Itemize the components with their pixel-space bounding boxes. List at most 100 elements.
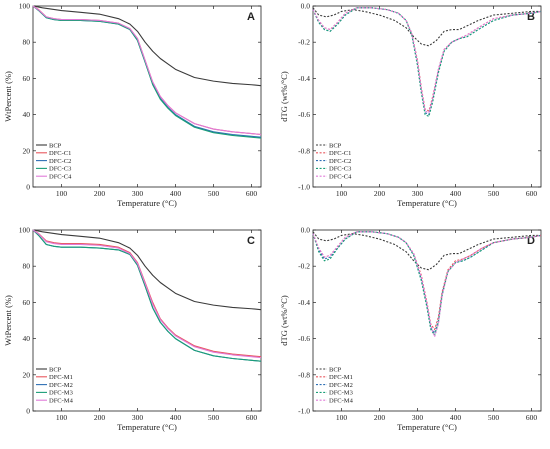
chart-panel-b: 100 200 300 400 500 600 -1.0 -0.8 -0.6 -0.4 -0.2 0.…: [279, 2, 542, 208]
y-tick-label: 40: [23, 110, 31, 119]
series-line-dfc-m2: [312, 231, 542, 334]
legend-entry: BCP: [329, 142, 342, 149]
series-line-dfc-m1: [312, 231, 542, 331]
series-line-bcp: [312, 231, 541, 271]
chart-panel-c: 100 200 300 400 500 600 0 20 40 60 80 100 Temperatur…: [3, 226, 262, 432]
legend-entry: DFC-C2: [329, 158, 351, 165]
panel-label: C: [247, 235, 255, 247]
plot-frame: [32, 229, 262, 412]
series-line-dfc-c4: [312, 7, 542, 114]
x-tick-label: 300: [132, 413, 144, 422]
series-line-bcp: [32, 5, 262, 87]
x-tick-label: 100: [56, 189, 68, 198]
y-axis-title: dTG (wt%/°C): [279, 71, 289, 122]
x-tick-label: 600: [526, 189, 538, 198]
legend-entry: DFC-M3: [329, 390, 353, 397]
legend-entry: DFC-C3: [329, 166, 351, 173]
legend-entry: DFC-M2: [329, 382, 353, 389]
x-tick-label: 400: [170, 189, 182, 198]
legend-entry: DFC-M1: [329, 374, 353, 381]
y-tick-label: 20: [23, 370, 31, 379]
y-axis-title: WtPercent (%): [3, 71, 13, 122]
legend-entry: DFC-M4: [329, 398, 354, 405]
x-tick-label: 100: [336, 189, 348, 198]
y-axis-title: dTG (wt%/°C): [279, 295, 289, 346]
y-tick-label: 40: [23, 334, 31, 343]
x-tick-label: 100: [336, 413, 348, 422]
x-tick-label: 300: [412, 189, 424, 198]
legend-entry: BCP: [329, 366, 342, 373]
y-tick-label: 80: [23, 262, 31, 271]
y-tick-label: 0.0: [301, 226, 311, 235]
legend-entry: DFC-M1: [49, 374, 73, 381]
plot-frame: [312, 229, 542, 412]
series-line-dfc-c2: [312, 7, 542, 116]
legend-entry: DFC-C4: [329, 174, 352, 181]
x-tick-label: 200: [94, 189, 106, 198]
x-tick-label: 500: [488, 413, 500, 422]
y-tick-label: -0.6: [298, 110, 310, 119]
x-tick-label: 400: [170, 413, 182, 422]
x-tick-label: 100: [56, 413, 68, 422]
series-line-dfc-m3: [312, 231, 542, 336]
plot-frame: [32, 5, 262, 188]
legend-entry: DFC-C3: [49, 166, 71, 173]
y-tick-label: -1.0: [298, 183, 310, 192]
y-tick-label: 0.0: [301, 2, 311, 11]
y-tick-label: -0.4: [298, 298, 310, 307]
x-tick-label: 500: [208, 413, 220, 422]
series-line-bcp: [312, 7, 541, 47]
x-tick-label: 200: [94, 413, 106, 422]
x-tick-label: 200: [374, 413, 386, 422]
y-tick-label: -0.4: [298, 74, 310, 83]
x-tick-label: 300: [132, 189, 144, 198]
panel-label: A: [247, 11, 255, 23]
x-axis-title: Temperature (°C): [397, 422, 457, 432]
y-tick-label: -0.2: [298, 38, 310, 47]
series-line-dfc-m4: [312, 231, 542, 338]
chart-panel-d: 100 200 300 400 500 600 -1.0 -0.8 -0.6 -0.4 -0.2 0.…: [279, 226, 542, 432]
y-tick-label: 0: [26, 183, 30, 192]
x-tick-label: 300: [412, 413, 424, 422]
series-line-dfc-m3: [32, 229, 262, 362]
legend-entry: DFC-C1: [329, 150, 351, 157]
series-line-dfc-c3: [312, 7, 542, 117]
legend-entry: DFC-C2: [49, 158, 71, 165]
legend-entry: DFC-M2: [49, 382, 73, 389]
y-tick-label: 60: [23, 74, 31, 83]
plot-frame: [312, 5, 542, 188]
y-tick-label: -0.8: [298, 370, 310, 379]
y-axis-title: WtPercent (%): [3, 295, 13, 346]
series-line-dfc-m1: [32, 229, 262, 358]
legend-entry: DFC-M4: [49, 398, 74, 405]
y-tick-label: 100: [19, 226, 31, 235]
legend-entry: BCP: [49, 142, 62, 149]
x-tick-label: 200: [374, 189, 386, 198]
x-tick-label: 400: [450, 189, 462, 198]
y-tick-label: 0: [26, 407, 30, 416]
legend-entry: DFC-C1: [49, 150, 71, 157]
x-tick-label: 600: [246, 189, 258, 198]
legend-entry: DFC-C4: [49, 174, 72, 181]
series-line-dfc-m2: [32, 229, 262, 362]
panel-label: B: [527, 11, 535, 23]
x-tick-label: 600: [526, 413, 538, 422]
y-tick-label: -0.8: [298, 146, 310, 155]
chart-panel-a: 100 200 300 400 500 600 0 20 40 60 80 100 Temperatur…: [3, 2, 262, 208]
y-tick-label: 80: [23, 38, 31, 47]
legend-entry: DFC-M3: [49, 390, 73, 397]
series-line-dfc-c1: [32, 5, 262, 136]
series-line-dfc-c1: [312, 7, 542, 112]
x-axis-title: Temperature (°C): [117, 422, 177, 432]
y-tick-label: 60: [23, 298, 31, 307]
x-tick-label: 600: [246, 413, 258, 422]
series-line-dfc-c2: [32, 5, 262, 138]
series-line-dfc-c3: [32, 5, 262, 139]
series-line-bcp: [32, 229, 262, 311]
x-tick-label: 400: [450, 413, 462, 422]
series-line-dfc-m4: [32, 229, 262, 359]
y-tick-label: -0.2: [298, 262, 310, 271]
x-axis-title: Temperature (°C): [397, 198, 457, 208]
legend-entry: BCP: [49, 366, 62, 373]
